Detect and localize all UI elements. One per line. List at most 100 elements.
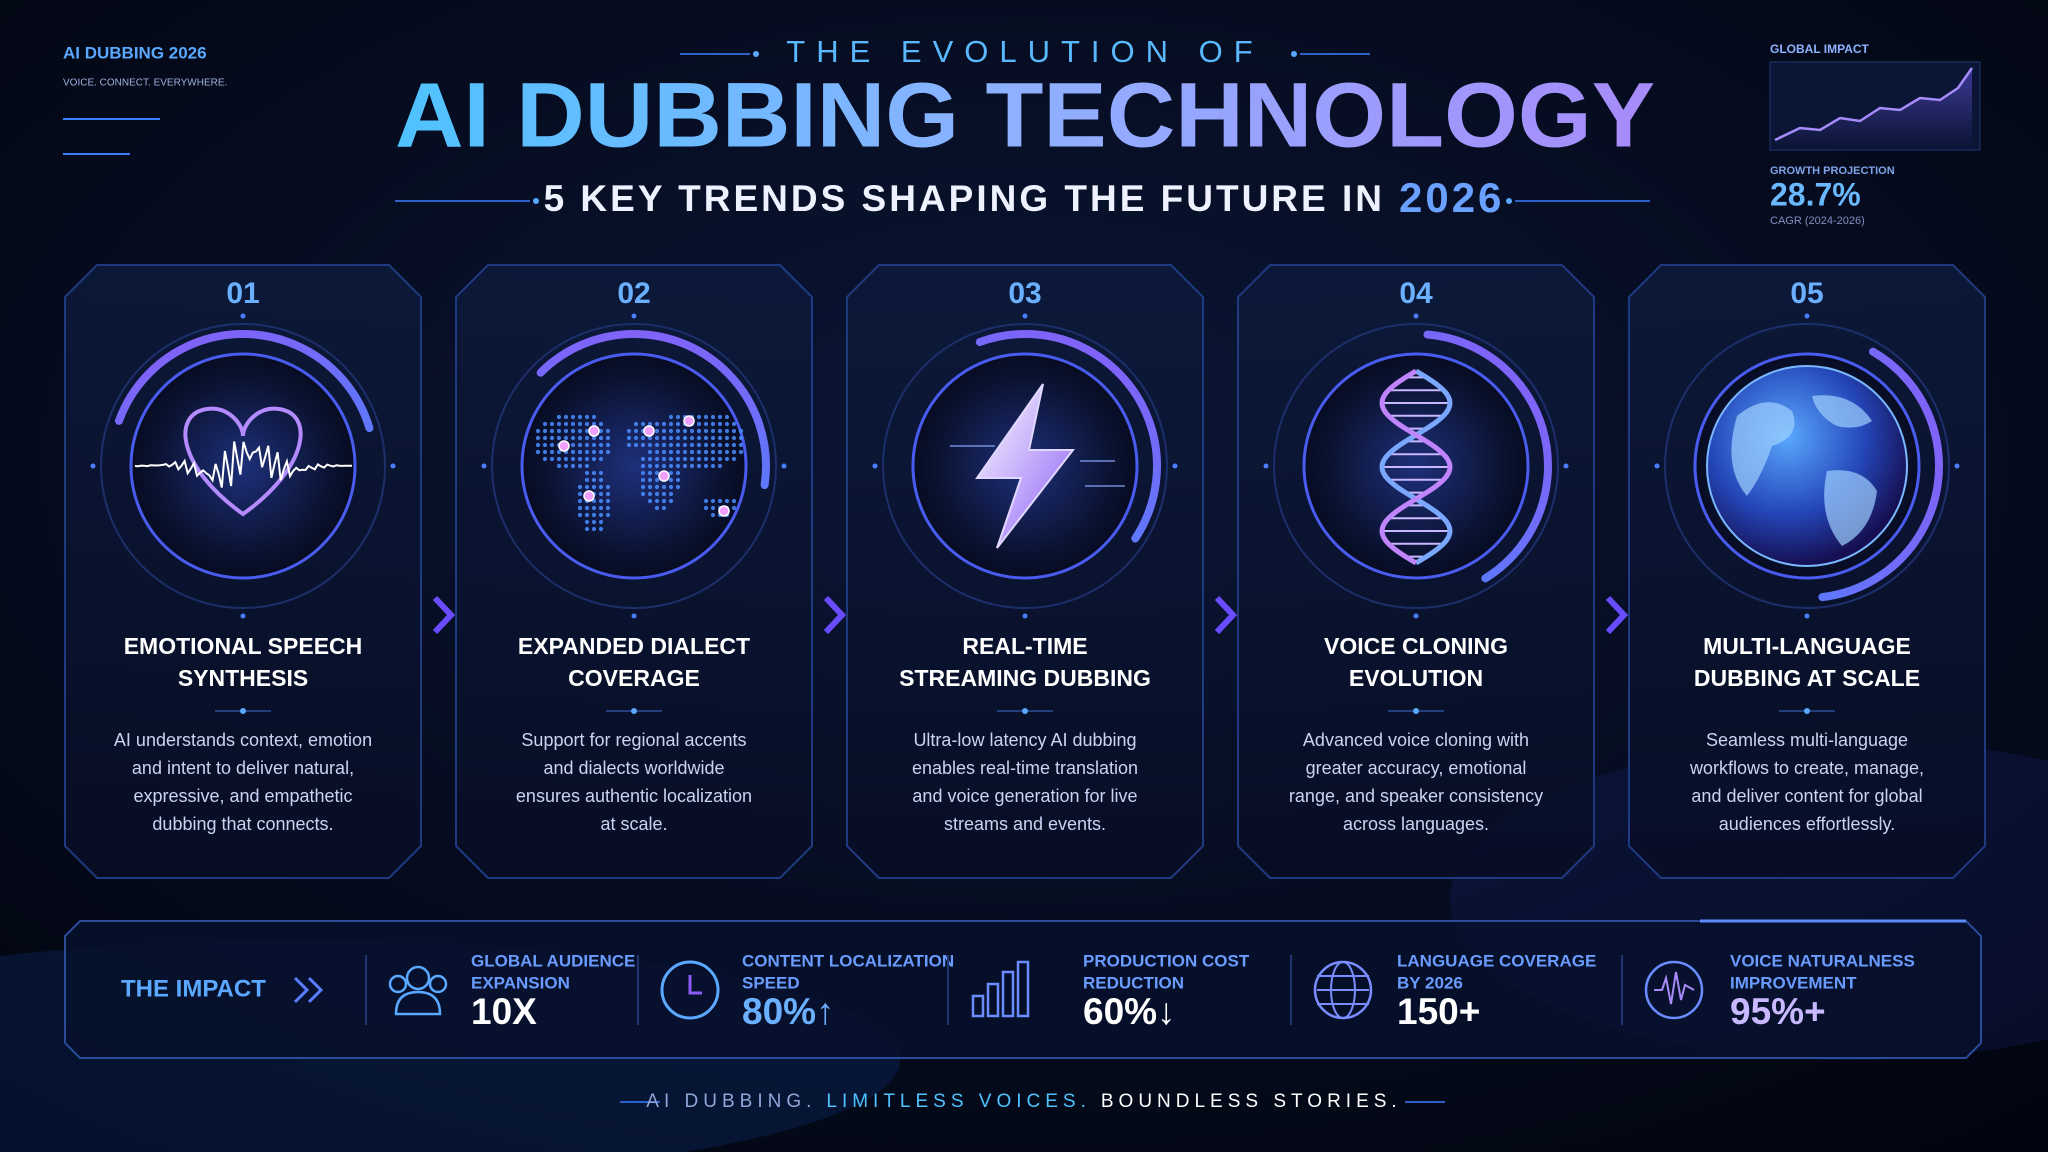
map-dot bbox=[717, 435, 723, 441]
map-dot bbox=[724, 414, 730, 420]
map-dot bbox=[647, 435, 653, 441]
map-dot bbox=[640, 484, 646, 490]
map-dot bbox=[668, 470, 674, 476]
ring-dot bbox=[1413, 313, 1419, 319]
ring-dot bbox=[872, 463, 878, 469]
metric-value: 28.7% bbox=[1770, 176, 1861, 212]
card-description: Advanced voice cloning with bbox=[1303, 730, 1529, 750]
icon bbox=[388, 974, 408, 994]
map-dot bbox=[668, 463, 674, 469]
map-dot bbox=[724, 421, 730, 427]
ring-arc bbox=[889, 330, 1161, 602]
map-dot bbox=[661, 491, 667, 497]
map-dot bbox=[710, 463, 716, 469]
map-dot bbox=[584, 428, 590, 434]
map-dot bbox=[696, 456, 702, 462]
map-dot bbox=[703, 463, 709, 469]
map-dot bbox=[731, 428, 737, 434]
map-dot bbox=[577, 505, 583, 511]
ring-dot bbox=[1804, 613, 1810, 619]
icon bbox=[394, 990, 442, 1016]
map-dot bbox=[584, 484, 590, 490]
map-dot bbox=[717, 498, 723, 504]
card-description: ensures authentic localization bbox=[516, 786, 752, 806]
card-description: enables real-time translation bbox=[912, 758, 1138, 778]
map-dot bbox=[535, 435, 541, 441]
ring-dot bbox=[90, 463, 96, 469]
map-dot bbox=[598, 428, 604, 434]
card-title: REAL-TIME bbox=[962, 633, 1087, 659]
card-number: 04 bbox=[1399, 277, 1433, 310]
map-dot bbox=[584, 477, 590, 483]
title-divider-dot bbox=[1413, 708, 1419, 714]
card-description: across languages. bbox=[1343, 814, 1489, 834]
map-dot bbox=[731, 498, 737, 504]
map-pin bbox=[558, 440, 570, 452]
map-dot bbox=[717, 442, 723, 448]
map-dot bbox=[731, 442, 737, 448]
ring-arc bbox=[498, 330, 770, 602]
map-dot bbox=[577, 428, 583, 434]
map-dot bbox=[577, 512, 583, 518]
map-dot bbox=[689, 435, 695, 441]
map-dot bbox=[703, 421, 709, 427]
map-dot bbox=[689, 442, 695, 448]
map-dot bbox=[570, 428, 576, 434]
impact-item-value: 80%↑ bbox=[742, 991, 835, 1032]
map-dot bbox=[598, 442, 604, 448]
map-pin bbox=[658, 470, 670, 482]
ring-dot bbox=[1022, 613, 1028, 619]
map-dot bbox=[654, 484, 660, 490]
impact-item-label: VOICE NATURALNESS bbox=[1730, 951, 1915, 970]
map-dot bbox=[591, 505, 597, 511]
map-dot bbox=[731, 421, 737, 427]
card-description: expressive, and empathetic bbox=[133, 786, 352, 806]
map-dot bbox=[668, 421, 674, 427]
map-dot bbox=[710, 414, 716, 420]
map-dot bbox=[633, 421, 639, 427]
map-dot bbox=[675, 414, 681, 420]
ring-dot bbox=[1263, 463, 1269, 469]
card-description: range, and speaker consistency bbox=[1289, 786, 1543, 806]
map-dot bbox=[654, 421, 660, 427]
map-dot bbox=[577, 414, 583, 420]
map-pin bbox=[683, 415, 695, 427]
map-dot bbox=[640, 421, 646, 427]
map-dot bbox=[591, 512, 597, 518]
map-dot bbox=[598, 519, 604, 525]
map-dot bbox=[549, 442, 555, 448]
map-dot bbox=[563, 428, 569, 434]
map-dot bbox=[584, 449, 590, 455]
ring-dot bbox=[1413, 613, 1419, 619]
map-dot bbox=[675, 421, 681, 427]
map-dot bbox=[535, 449, 541, 455]
map-dot bbox=[703, 435, 709, 441]
map-dot bbox=[570, 414, 576, 420]
impact-item-label: IMPROVEMENT bbox=[1730, 973, 1857, 992]
map-dot bbox=[605, 491, 611, 497]
map-dot bbox=[731, 449, 737, 455]
map-pin bbox=[583, 490, 595, 502]
map-dot bbox=[584, 470, 590, 476]
map-dot bbox=[647, 470, 653, 476]
impact-chevron bbox=[293, 976, 310, 1004]
map-dot bbox=[654, 505, 660, 511]
footer-part: AI DUBBING. bbox=[646, 1091, 816, 1112]
map-dot bbox=[661, 505, 667, 511]
footer-part: LIMITLESS VOICES. bbox=[826, 1091, 1091, 1112]
map-dot bbox=[717, 456, 723, 462]
card-description: and dialects worldwide bbox=[543, 758, 724, 778]
ring-dot bbox=[1022, 313, 1028, 319]
map-dot bbox=[535, 428, 541, 434]
map-dot bbox=[717, 414, 723, 420]
map-dot bbox=[577, 435, 583, 441]
map-dot bbox=[605, 435, 611, 441]
map-dot bbox=[661, 428, 667, 434]
map-dot bbox=[633, 428, 639, 434]
map-dot bbox=[731, 456, 737, 462]
map-dot bbox=[591, 519, 597, 525]
